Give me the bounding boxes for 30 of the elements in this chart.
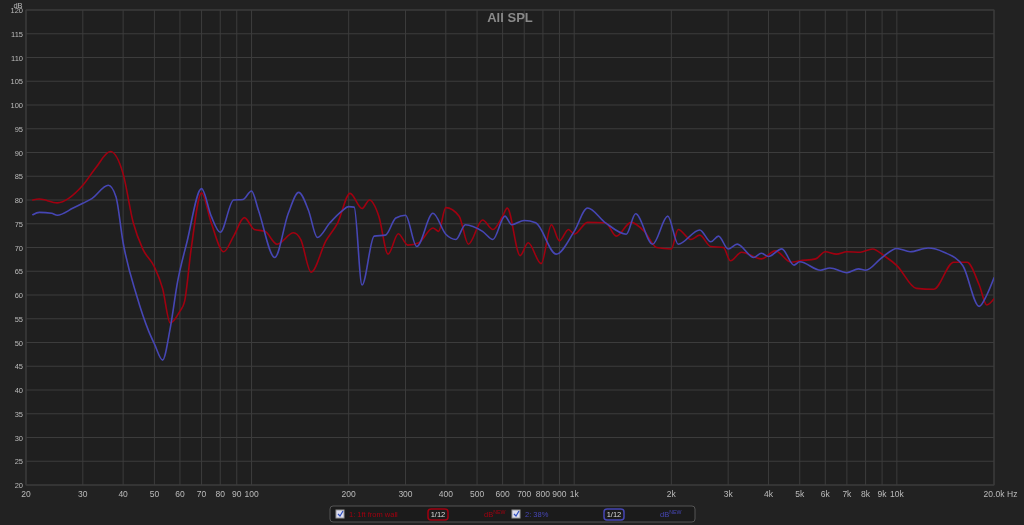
x-tick-label: 40 [118, 489, 129, 499]
x-tick-label: 4k [763, 489, 774, 499]
x-tick-label: 800 [535, 489, 551, 499]
chart-title: All SPL [487, 10, 533, 25]
x-tick-label: 700 [517, 489, 532, 499]
x-tick-label: 3k [723, 489, 734, 499]
x-tick-label: 8k [861, 489, 871, 499]
x-tick-label: 90 [232, 489, 242, 499]
x-tick-label: 70 [196, 489, 207, 499]
x-tick-label: 200 [341, 489, 357, 499]
x-tick-label: 10k [890, 489, 905, 499]
x-tick-label: 2k [666, 489, 677, 499]
x-tick-label: 80 [215, 489, 226, 499]
x-tick-label: 500 [469, 489, 485, 499]
x-tick-label: 400 [438, 489, 454, 499]
x-tick-label: 20.0k [983, 489, 1006, 499]
x-tick-label: 300 [398, 489, 413, 499]
x-tick-label: 60 [175, 489, 185, 499]
x-tick-label: 1k [569, 489, 580, 499]
x-tick-label: 20 [21, 489, 31, 499]
x-tick-label: 6k [820, 489, 831, 499]
x-tick-label: 9k [877, 489, 888, 499]
x-tick-label: 30 [78, 489, 88, 499]
x-tick-label: 7k [842, 489, 853, 499]
x-tick-label: 5k [795, 489, 805, 499]
x-axis-title: Hz [1007, 489, 1018, 499]
x-tick-label: 100 [244, 489, 259, 499]
x-tick-label: 900 [552, 489, 567, 499]
x-tick-label: 50 [149, 489, 160, 499]
x-tick-label: 600 [495, 489, 510, 499]
